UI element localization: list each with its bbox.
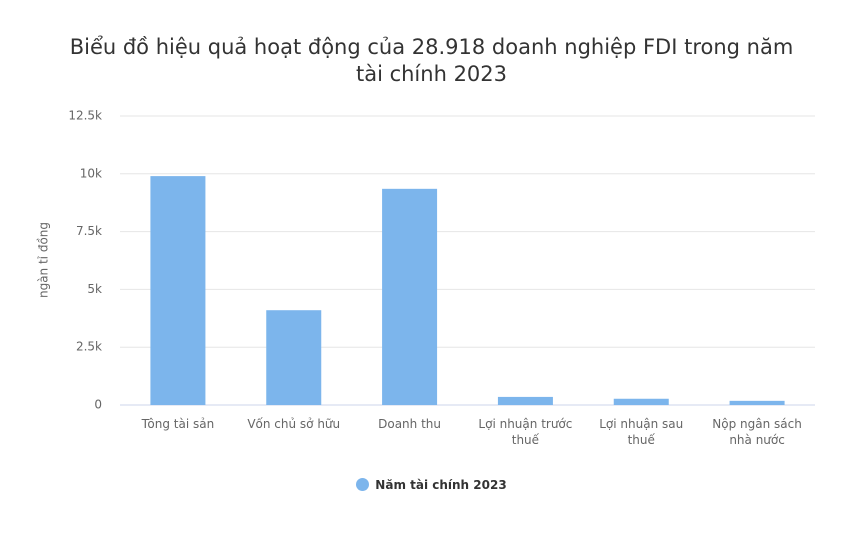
bar (729, 400, 785, 405)
x-tick-label: Vốn chủ sở hữu (247, 417, 341, 431)
y-tick-label: 5k (87, 282, 102, 296)
bar (613, 398, 669, 405)
x-tick-label: Lợi nhuận sau thuế (599, 417, 684, 447)
bar (150, 176, 206, 405)
y-axis-title: ngàn tỉ đồng (37, 222, 51, 298)
chart-title: Biểu đồ hiệu quả hoạt động của 28.918 do… (69, 35, 794, 86)
y-tick-label: 2.5k (76, 340, 102, 354)
x-tick-label: Lợi nhuận trước thuế (478, 417, 573, 447)
y-tick-label: 12.5k (68, 109, 102, 123)
y-tick-label: 7.5k (76, 224, 102, 238)
x-tick-label: Tông tài sản (141, 417, 215, 431)
legend-item[interactable]: Năm tài chính 2023 (356, 478, 507, 492)
bar (266, 310, 322, 405)
bar (382, 188, 438, 405)
x-tick-label: Doanh thu (378, 417, 442, 431)
x-tick-label: Nộp ngân sách nhà nước (712, 417, 802, 447)
y-tick-label: 0 (94, 398, 102, 412)
legend-label: Năm tài chính 2023 (375, 478, 507, 492)
bar (497, 396, 553, 405)
legend: Năm tài chính 2023 (0, 478, 863, 492)
legend-symbol (356, 478, 370, 491)
y-tick-label: 10k (80, 166, 102, 180)
